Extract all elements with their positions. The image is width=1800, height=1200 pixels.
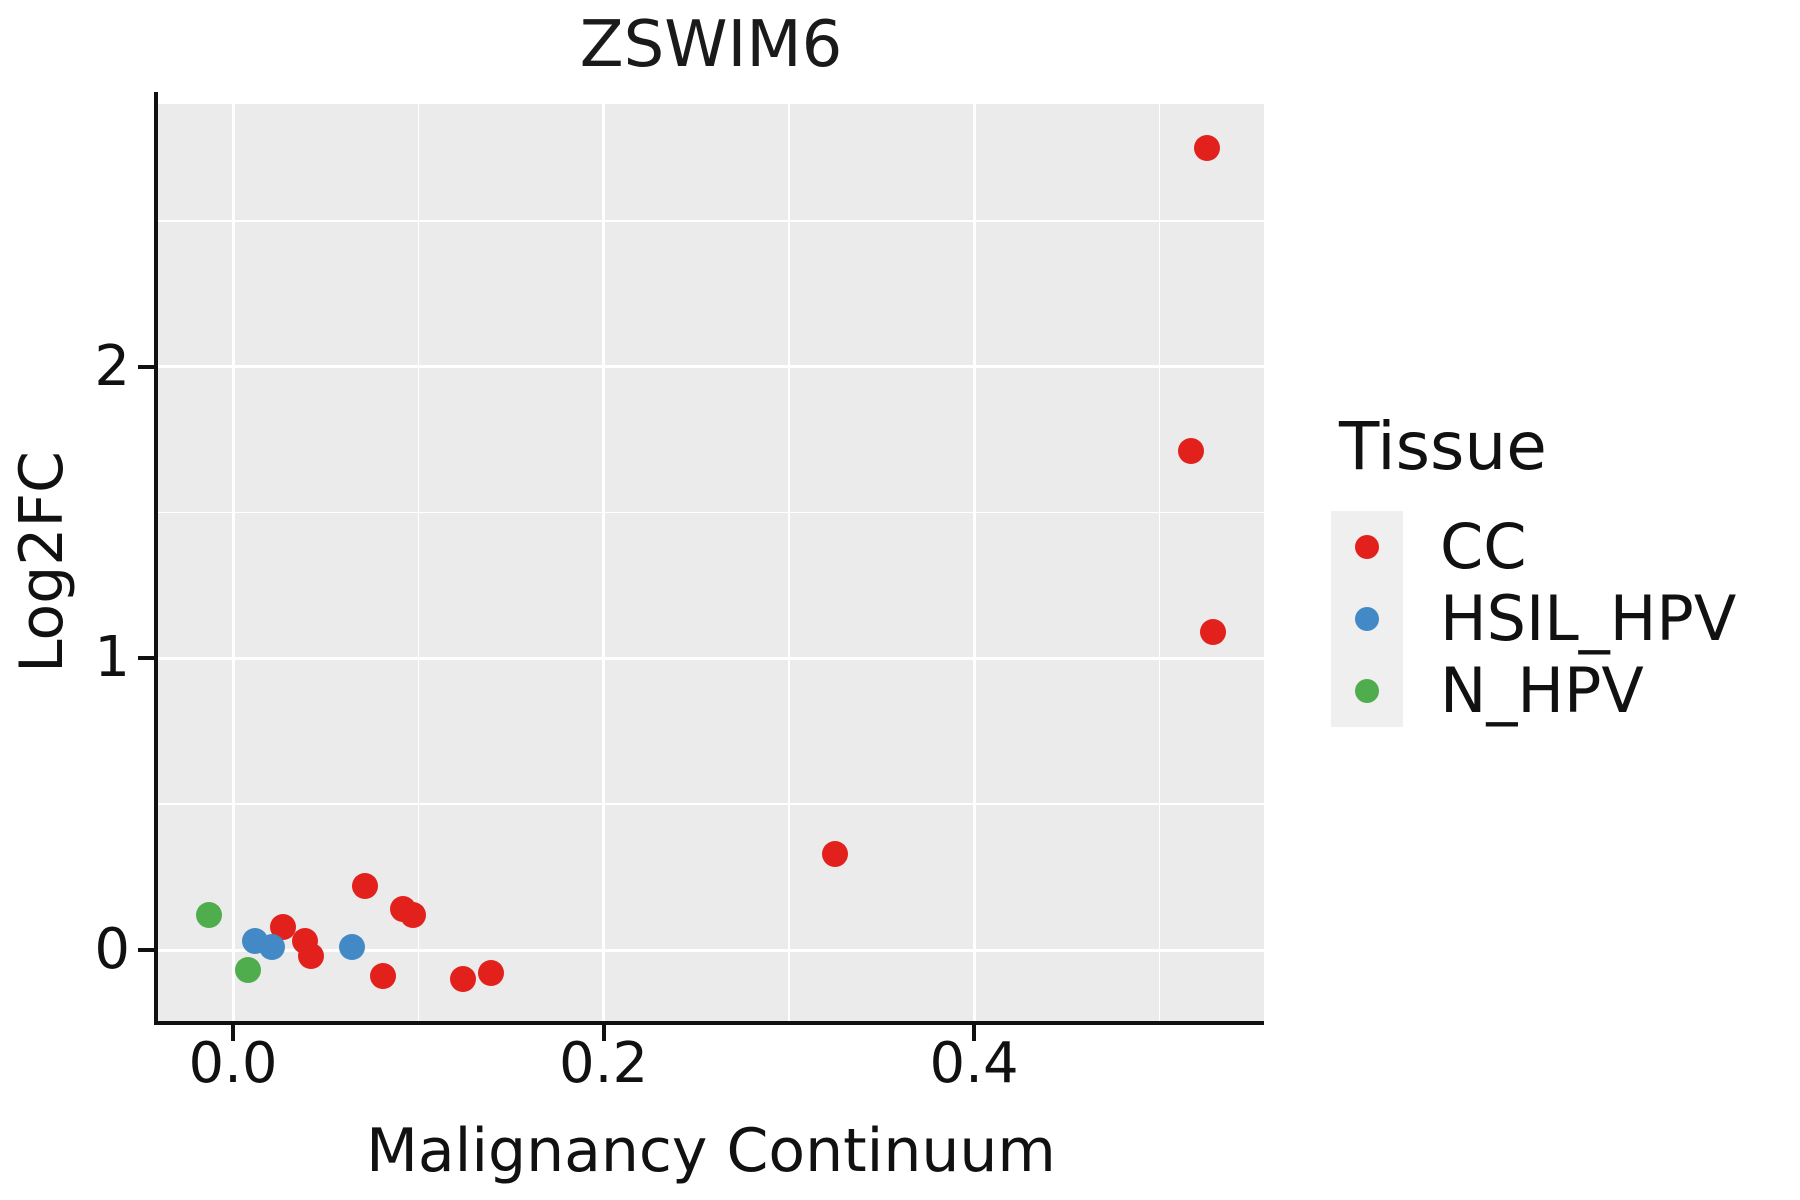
plot-title: ZSWIM6 bbox=[579, 8, 843, 82]
legend-key bbox=[1331, 511, 1403, 583]
legend-title: Tissue bbox=[1339, 408, 1547, 485]
legend-label-n-hpv: N_HPV bbox=[1440, 654, 1644, 727]
data-point-cc bbox=[297, 942, 324, 969]
data-point-cc bbox=[822, 840, 849, 867]
data-point-cc bbox=[477, 960, 504, 987]
y-tick-label: 1 bbox=[94, 625, 130, 691]
n-hpv-dot-icon bbox=[1355, 679, 1379, 703]
y-tick-mark bbox=[138, 948, 154, 952]
x-tick-label: 0.4 bbox=[929, 1031, 1019, 1096]
data-point-cc bbox=[351, 872, 378, 899]
data-point-cc bbox=[1194, 135, 1221, 162]
gridline-major bbox=[231, 104, 235, 1021]
data-point-n_hpv bbox=[195, 902, 222, 928]
y-tick-mark bbox=[138, 364, 154, 369]
x-tick-label: 0.0 bbox=[188, 1031, 278, 1096]
data-point-cc bbox=[449, 966, 476, 993]
legend-item-cc: CC bbox=[1331, 511, 1736, 583]
hsil-hpv-dot-icon bbox=[1355, 607, 1379, 631]
data-point-cc bbox=[399, 902, 426, 928]
y-tick-label: 0 bbox=[94, 917, 130, 982]
legend-key bbox=[1331, 583, 1403, 655]
data-point-cc bbox=[1177, 438, 1204, 465]
gridline-minor bbox=[158, 511, 1264, 514]
x-axis-title: Malignancy Continuum bbox=[366, 1116, 1056, 1186]
data-point-hsil_hpv bbox=[338, 934, 365, 961]
plot-panel bbox=[158, 104, 1264, 1021]
legend-label-hsil-hpv: HSIL_HPV bbox=[1440, 582, 1737, 655]
x-tick-mark bbox=[972, 1025, 977, 1041]
gridline-minor bbox=[158, 220, 1264, 222]
gridline-major bbox=[158, 948, 1264, 952]
legend-item-hsil-hpv: HSIL_HPV bbox=[1331, 583, 1736, 655]
legend-label-cc: CC bbox=[1440, 510, 1527, 583]
cc-dot-icon bbox=[1355, 535, 1379, 559]
data-point-n_hpv bbox=[234, 957, 261, 984]
x-tick-label: 0.2 bbox=[559, 1031, 649, 1096]
data-point-cc bbox=[370, 963, 397, 990]
gridline-minor bbox=[1158, 104, 1161, 1021]
gridline-major bbox=[602, 104, 606, 1021]
gridline-major bbox=[972, 104, 976, 1021]
data-point-hsil_hpv bbox=[258, 934, 285, 961]
legend-item-n-hpv: N_HPV bbox=[1331, 655, 1736, 727]
legend: Tissue CC HSIL_HPV N_HPV bbox=[1331, 408, 1736, 727]
data-point-cc bbox=[1200, 619, 1227, 646]
gridline-minor bbox=[417, 104, 420, 1021]
legend-key bbox=[1331, 655, 1403, 727]
y-tick-label: 2 bbox=[94, 333, 130, 399]
gridline-major bbox=[158, 656, 1264, 660]
x-tick-mark bbox=[231, 1025, 236, 1041]
gridline-minor bbox=[158, 803, 1264, 805]
gridline-minor bbox=[788, 104, 790, 1021]
x-tick-mark bbox=[601, 1025, 606, 1041]
y-tick-mark bbox=[138, 656, 154, 661]
y-axis-spine bbox=[154, 92, 158, 1025]
x-axis-spine bbox=[154, 1021, 1264, 1025]
y-axis-title: Log2FC bbox=[7, 451, 77, 673]
gridline-major bbox=[158, 365, 1264, 369]
